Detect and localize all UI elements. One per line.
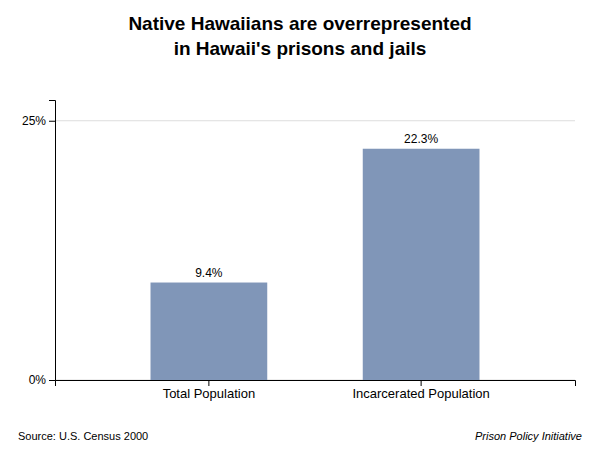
x-axis: Total Population Incarcerated Population	[56, 380, 576, 401]
y-tick-label: 0%	[29, 373, 47, 387]
data-labels: 9.4% 22.3%	[195, 132, 438, 280]
x-axis-line	[56, 381, 576, 387]
annotation: Prison Policy Initiative	[475, 430, 582, 442]
x-tick: Total Population	[163, 380, 256, 401]
x-tick-label: Incarcerated Population	[352, 386, 489, 401]
x-tick: Incarcerated Population	[352, 380, 489, 401]
x-tick-label: Total Population	[163, 386, 256, 401]
x-tick-mark	[208, 380, 209, 386]
y-tick-mark	[49, 380, 55, 381]
y-tick: 0%	[29, 373, 55, 387]
title: Native Hawaiians are overrepresentedin H…	[128, 13, 471, 59]
y-axis: 0% 25%	[22, 101, 56, 388]
y-axis-line	[49, 101, 56, 381]
y-tick: 25%	[22, 114, 55, 128]
grid-line	[55, 120, 575, 121]
y-tick-label: 25%	[22, 114, 46, 128]
annotation: Source: U.S. Census 2000	[18, 430, 148, 442]
chart: Native Hawaiians are overrepresentedin H…	[0, 0, 600, 450]
bar	[151, 283, 268, 380]
bar	[363, 149, 480, 380]
data-label: 22.3%	[404, 132, 438, 146]
y-tick-mark	[49, 121, 55, 122]
bars	[151, 149, 480, 380]
plot: 9.4% 22.3% 0% 25% Total Population Incarcerat…	[22, 101, 576, 402]
grid	[55, 121, 575, 380]
data-label: 9.4%	[195, 266, 223, 280]
x-tick-mark	[421, 380, 422, 386]
